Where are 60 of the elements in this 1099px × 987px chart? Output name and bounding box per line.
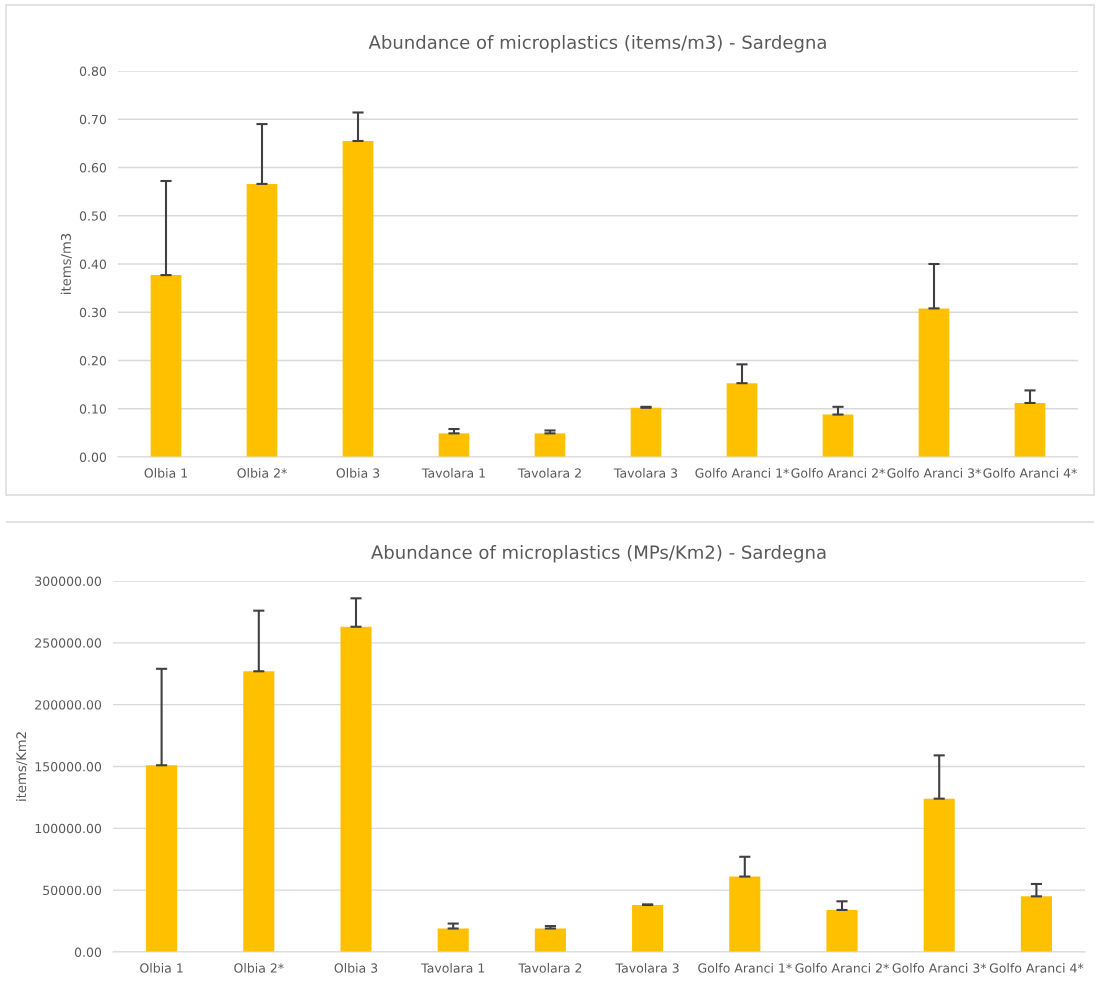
y-tick-label: 150000.00 bbox=[35, 761, 102, 772]
y-tick-label: 0.00 bbox=[74, 947, 102, 957]
bar bbox=[822, 414, 854, 457]
y-tick-label: 0.40 bbox=[79, 259, 107, 269]
x-tick-label: Tavolara 2 bbox=[517, 468, 581, 478]
bar bbox=[826, 909, 858, 952]
bar bbox=[726, 383, 758, 457]
bar bbox=[534, 433, 566, 457]
bar bbox=[1014, 402, 1046, 457]
x-tick-label: Golfo Aranci 3* bbox=[887, 468, 981, 478]
y-tick-label: 0.00 bbox=[79, 452, 107, 462]
x-tick-label: Olbia 1 bbox=[144, 468, 187, 478]
x-tick-label: Golfo Aranci 1* bbox=[698, 963, 792, 973]
y-tick-label: 200000.00 bbox=[35, 700, 102, 710]
bar bbox=[630, 407, 662, 457]
x-tick-label: Golfo Aranci 3* bbox=[892, 963, 987, 973]
x-tick-label: Tavolara 2 bbox=[518, 963, 582, 973]
bar bbox=[146, 765, 178, 952]
bar bbox=[534, 928, 566, 952]
bar bbox=[729, 876, 761, 952]
x-tick-label: Golfo Aranci 4* bbox=[989, 963, 1084, 973]
y-tick-label: 0.10 bbox=[79, 404, 107, 414]
bar bbox=[243, 671, 275, 952]
x-tick-label: Golfo Aranci 4* bbox=[983, 468, 1077, 478]
y-tick-label: 50000.00 bbox=[43, 885, 102, 896]
x-tick-label: Olbia 2* bbox=[234, 963, 284, 973]
y-axis-title: items/m3 bbox=[60, 233, 72, 294]
x-tick-label: Olbia 3 bbox=[336, 468, 380, 478]
y-tick-label: 0.80 bbox=[79, 66, 107, 76]
bar bbox=[150, 275, 182, 457]
y-tick-label: 0.30 bbox=[79, 307, 107, 318]
bar bbox=[340, 626, 372, 952]
bar bbox=[246, 183, 278, 457]
x-tick-label: Golfo Aranci 2* bbox=[795, 963, 889, 973]
bar bbox=[632, 905, 664, 952]
bar bbox=[923, 798, 955, 952]
y-tick-label: 100000.00 bbox=[35, 823, 102, 834]
x-tick-label: Tavolara 1 bbox=[421, 963, 485, 973]
bar bbox=[342, 140, 374, 457]
y-tick-label: 0.60 bbox=[79, 162, 107, 173]
x-tick-label: Tavolara 3 bbox=[615, 963, 679, 973]
bar bbox=[438, 433, 470, 457]
chart-title: Abundance of microplastics (MPs/Km2) - Sardegna bbox=[371, 545, 826, 563]
y-tick-label: 250000.00 bbox=[35, 638, 102, 648]
bar bbox=[437, 928, 469, 952]
x-tick-label: Tavolara 3 bbox=[613, 468, 678, 478]
x-tick-label: Olbia 1 bbox=[140, 963, 183, 973]
x-tick-label: Golfo Aranci 1* bbox=[695, 468, 789, 478]
x-tick-label: Olbia 2* bbox=[237, 468, 287, 478]
bar bbox=[918, 308, 950, 457]
y-tick-label: 300000.00 bbox=[35, 576, 102, 586]
x-tick-label: Olbia 3 bbox=[334, 963, 378, 973]
bar bbox=[1020, 896, 1052, 952]
chart-title: Abundance of microplastics (items/m3) - Sardegna bbox=[368, 35, 826, 53]
x-tick-label: Tavolara 1 bbox=[421, 468, 485, 478]
y-axis-title: items/Km2 bbox=[15, 732, 28, 801]
y-tick-label: 0.20 bbox=[79, 355, 107, 366]
y-tick-label: 0.50 bbox=[79, 211, 107, 221]
x-tick-label: Golfo Aranci 2* bbox=[791, 468, 885, 478]
y-tick-label: 0.70 bbox=[79, 114, 107, 125]
